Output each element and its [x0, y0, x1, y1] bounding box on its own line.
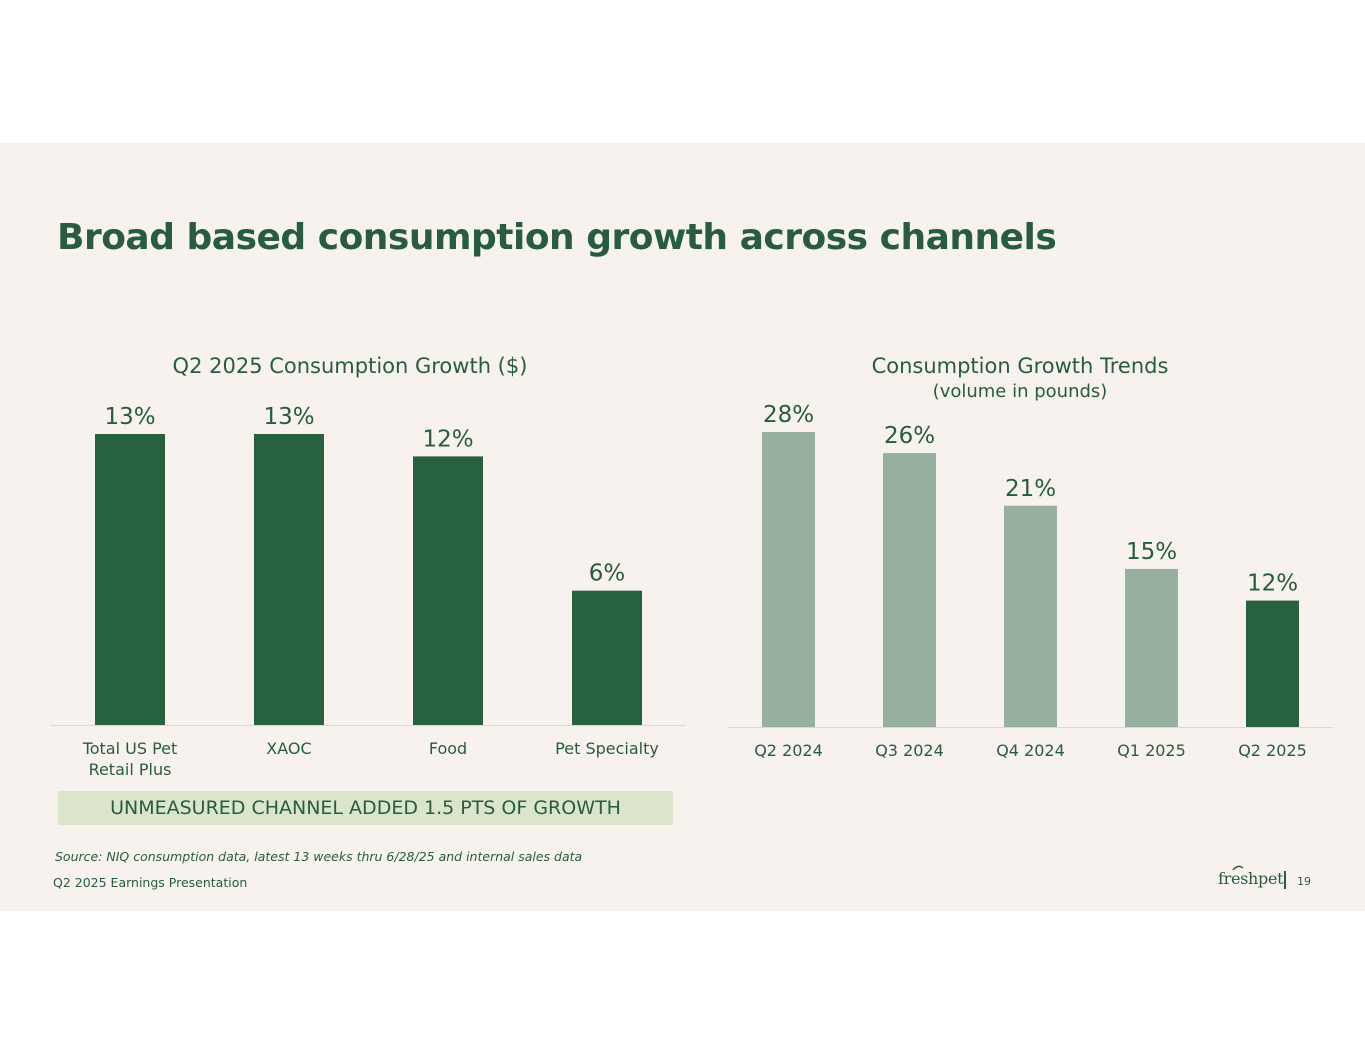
- bar-quarter-3: [1004, 505, 1057, 727]
- bar-channel-2: [254, 434, 324, 725]
- chart-channel-growth: Q2 2025 Consumption Growth ($) 13% Total U…: [50, 354, 686, 779]
- x-tick-label: Q2 2025: [1238, 741, 1307, 760]
- x-tick-label: Q1 2025: [1117, 741, 1186, 760]
- x-tick-label: Food: [429, 739, 467, 758]
- unmeasured-channel-callout: UNMEASURED CHANNEL ADDED 1.5 PTS OF GROW…: [58, 791, 673, 825]
- data-label: 26%: [884, 423, 935, 449]
- data-label: 6%: [589, 561, 626, 587]
- bar-channel-1: [95, 434, 165, 725]
- data-label: 15%: [1126, 539, 1177, 565]
- x-tick-label: Q2 2024: [754, 741, 823, 760]
- source-note: Source: NIQ consumption data, latest 13 …: [55, 849, 583, 864]
- freshpet-leaf-icon: [1232, 865, 1244, 871]
- x-tick-label: Total US Pet Retail Plus: [82, 739, 178, 779]
- page-number: 19: [1297, 875, 1311, 888]
- bar-quarter-1: [762, 432, 815, 727]
- chart-title: Q2 2025 Consumption Growth ($): [173, 354, 528, 378]
- x-tick-label: Q3 2024: [875, 741, 944, 760]
- bar-channel-3: [413, 456, 483, 725]
- footer-presentation-name: Q2 2025 Earnings Presentation: [53, 875, 248, 890]
- slide-title: Broad based consumption growth across ch…: [57, 217, 1057, 258]
- x-tick-label: XAOC: [266, 739, 311, 758]
- slide: Broad based consumption growth across ch…: [0, 143, 1365, 911]
- footer-divider: [1284, 871, 1286, 889]
- bar-quarter-2: [883, 453, 936, 727]
- data-label: 13%: [104, 404, 155, 430]
- bar-channel-4: [572, 590, 642, 725]
- data-label: 28%: [763, 402, 814, 428]
- freshpet-logo: freshpet: [1218, 869, 1284, 888]
- bar-quarter-4: [1125, 568, 1178, 727]
- data-label: 12%: [1247, 571, 1298, 597]
- bar-quarter-5: [1246, 600, 1299, 727]
- x-tick-label: Pet Specialty: [555, 739, 659, 758]
- x-tick-label: Q4 2024: [996, 741, 1065, 760]
- chart-subtitle: (volume in pounds): [933, 381, 1108, 402]
- chart-growth-trends: Consumption Growth Trends (volume in poun…: [728, 354, 1333, 760]
- data-label: 13%: [263, 404, 314, 430]
- chart-title: Consumption Growth Trends: [872, 354, 1169, 378]
- data-label: 21%: [1005, 476, 1056, 502]
- data-label: 12%: [422, 426, 473, 452]
